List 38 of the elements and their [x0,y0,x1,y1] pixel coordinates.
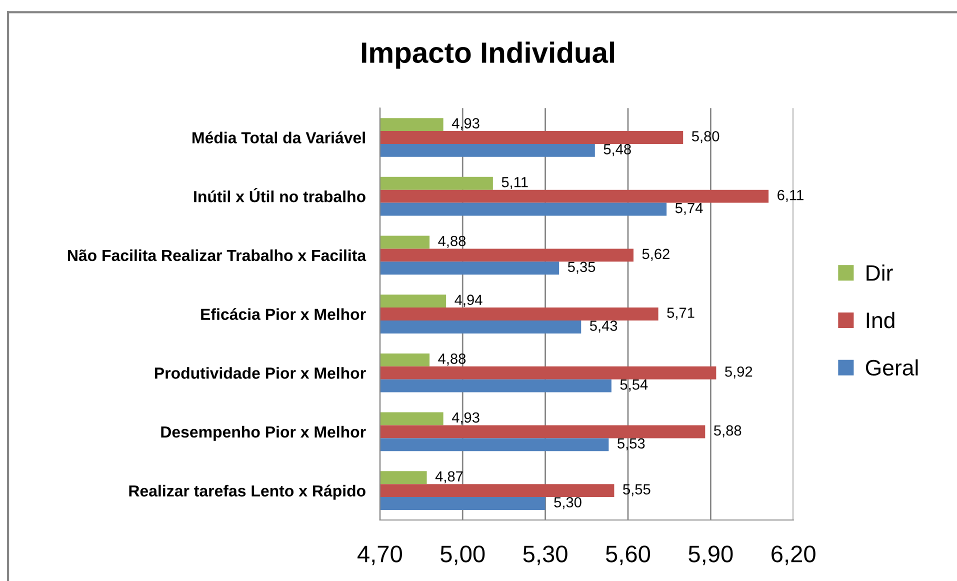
data-label: 5,30 [554,497,582,510]
legend-label: Geral [866,359,918,376]
x-tick-label: 5,90 [688,546,733,566]
x-tick-label: 5,60 [606,546,650,566]
y-tick-label: Não Facilita Realizar Trabalho x Facilita [68,249,366,262]
data-label: 6,11 [778,190,804,202]
data-label: 5,53 [618,438,645,450]
y-tick-label: Produtividade Pior x Melhor [155,367,366,379]
data-label: 5,92 [725,366,752,379]
data-label: 5,80 [692,131,720,144]
data-label: 4,87 [435,471,463,484]
x-tick-label: 6,20 [772,546,816,566]
x-tick-label: 5,00 [440,546,485,566]
legend-label: Ind [866,312,894,328]
data-label: 4,88 [438,354,466,366]
data-label: 4,93 [452,412,480,424]
y-tick-label: Realizar tarefas Lento x Rápido [129,484,366,500]
data-label: 5,74 [675,203,703,215]
data-label: 5,62 [642,248,670,261]
x-tick-label: 4,70 [357,546,402,566]
data-label: 5,11 [502,177,528,190]
data-label: 4,94 [454,294,482,307]
data-label: 4,88 [438,236,466,248]
y-tick-label: Desempenho Pior x Melhor [161,426,366,441]
data-label: 5,71 [667,308,694,320]
data-label: 5,35 [568,262,596,274]
chart-title: Impacto Individual [362,42,614,69]
x-tick-label: 5,30 [523,546,568,566]
data-label: 5,55 [623,484,650,496]
y-tick-label: Inútil x Útil no trabalho [194,188,366,202]
legend-label: Dir [866,264,893,281]
y-tick-label: Média Total da Variável [192,132,365,144]
data-label: 5,54 [620,380,648,392]
data-label: 5,43 [590,320,618,333]
data-label: 5,88 [714,425,742,438]
y-tick-label: Eficácia Pior x Melhor [201,308,366,320]
data-label: 4,93 [452,118,480,130]
data-label: 5,48 [604,144,631,156]
